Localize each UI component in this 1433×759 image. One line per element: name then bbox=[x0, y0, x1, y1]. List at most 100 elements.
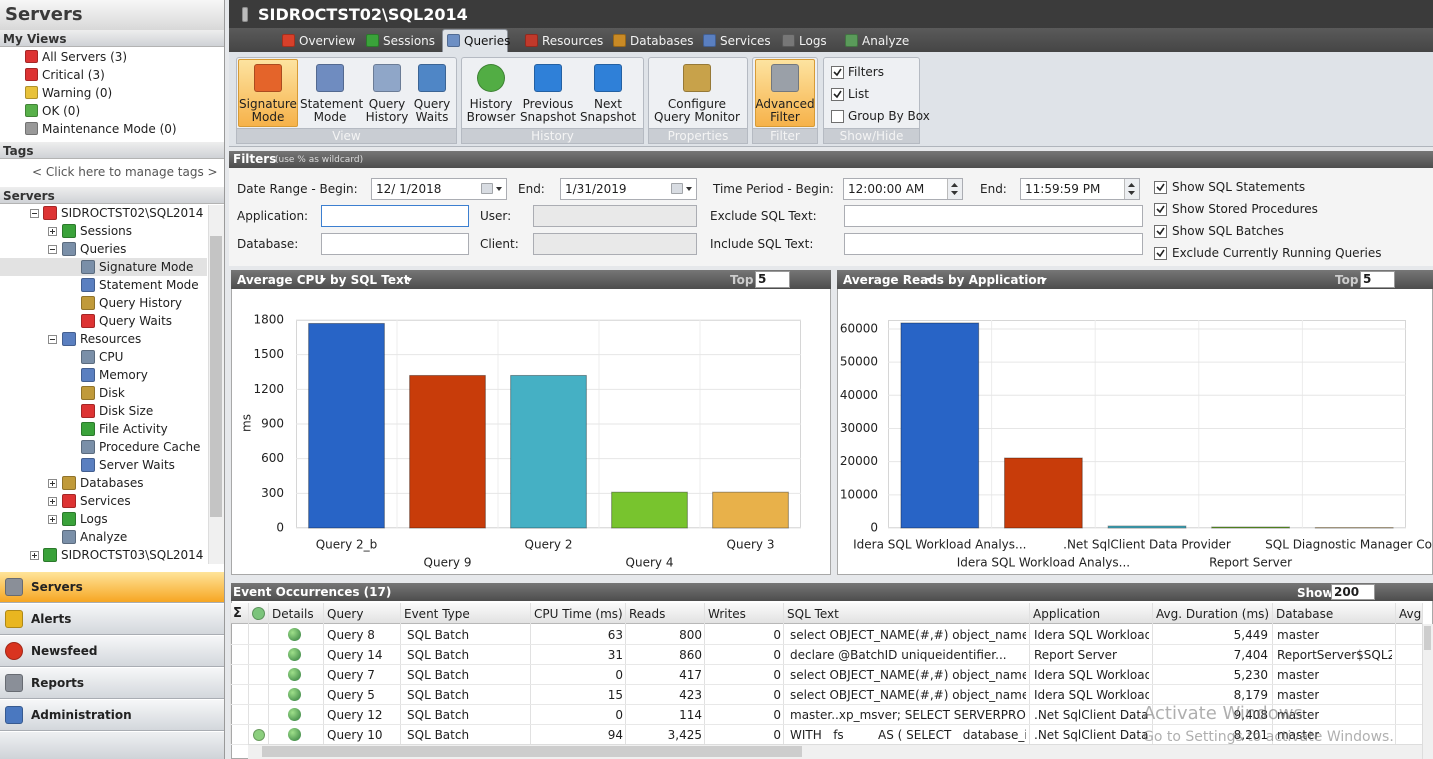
tree-item[interactable]: SIDROCTST03\SQL2014 bbox=[61, 548, 204, 562]
nav-button[interactable] bbox=[0, 668, 224, 699]
tree-item[interactable]: Analyze bbox=[80, 530, 128, 544]
column-header[interactable]: CPU Time (ms) bbox=[534, 607, 623, 621]
tree-item[interactable]: Logs bbox=[80, 512, 108, 526]
group-label: History bbox=[531, 129, 574, 143]
tree-item[interactable]: Memory bbox=[99, 368, 148, 382]
ribbon-button[interactable]: Configure Query Monitor bbox=[654, 97, 740, 124]
checkbox-label[interactable]: Group By Box bbox=[848, 109, 930, 123]
text-input[interactable] bbox=[321, 233, 469, 255]
ribbon-button[interactable]: Advanced Filter bbox=[755, 97, 815, 124]
tree-item[interactable]: Resources bbox=[80, 332, 142, 346]
tree-item[interactable]: SIDROCTST02\SQL2014 bbox=[61, 206, 204, 220]
tree-item[interactable]: Queries bbox=[80, 242, 127, 256]
view-item[interactable]: OK (0) bbox=[42, 104, 81, 118]
checkbox[interactable] bbox=[831, 88, 844, 101]
spinner[interactable] bbox=[947, 179, 962, 199]
table-row[interactable] bbox=[231, 665, 1422, 685]
column-header[interactable]: Writes bbox=[708, 607, 746, 621]
tree-item[interactable]: Databases bbox=[80, 476, 144, 490]
tab[interactable]: Analyze bbox=[862, 34, 910, 48]
text-input[interactable] bbox=[321, 205, 469, 227]
h-scroll-thumb[interactable] bbox=[262, 746, 802, 757]
option-label[interactable]: Show SQL Batches bbox=[1172, 224, 1284, 238]
column-header[interactable]: Application bbox=[1033, 607, 1101, 621]
view-item[interactable]: Critical (3) bbox=[42, 68, 105, 82]
tree-item[interactable]: Query Waits bbox=[99, 314, 173, 328]
table-row[interactable] bbox=[231, 685, 1422, 705]
ribbon-button[interactable]: Query History bbox=[365, 97, 409, 124]
spin-box[interactable] bbox=[1331, 584, 1375, 600]
option-label[interactable]: Exclude Currently Running Queries bbox=[1172, 246, 1382, 260]
chart-subtitle[interactable]: by Application bbox=[948, 273, 1046, 287]
tab[interactable]: Services bbox=[720, 34, 771, 48]
chart-title[interactable]: Average CPU bbox=[237, 273, 325, 287]
tab[interactable]: Overview bbox=[299, 34, 356, 48]
option-label[interactable]: Show SQL Statements bbox=[1172, 180, 1306, 194]
tab[interactable]: Logs bbox=[799, 34, 827, 48]
tree-item[interactable]: CPU bbox=[99, 350, 124, 364]
tree-item[interactable]: File Activity bbox=[99, 422, 168, 436]
column-header[interactable]: Event Type bbox=[404, 607, 470, 621]
ribbon-button[interactable]: Signature Mode bbox=[239, 97, 297, 124]
spinner[interactable] bbox=[1124, 179, 1139, 199]
table-row[interactable] bbox=[231, 625, 1422, 645]
tree-item[interactable]: Signature Mode bbox=[99, 260, 194, 274]
tree-item[interactable]: Services bbox=[80, 494, 131, 508]
table-row[interactable] bbox=[231, 645, 1422, 665]
column-header[interactable]: Database bbox=[1276, 607, 1334, 621]
tab[interactable]: Resources bbox=[542, 34, 604, 48]
nav-button[interactable] bbox=[0, 572, 224, 603]
tree-item[interactable]: Disk bbox=[99, 386, 125, 400]
spin-box[interactable] bbox=[1360, 271, 1395, 288]
nav-button[interactable] bbox=[0, 636, 224, 667]
ribbon-button[interactable]: Query Waits bbox=[413, 97, 451, 124]
nav-button[interactable] bbox=[0, 700, 224, 731]
tab[interactable]: Queries bbox=[464, 34, 511, 48]
checkbox[interactable] bbox=[1154, 225, 1167, 238]
text-input[interactable] bbox=[1020, 178, 1140, 200]
column-header[interactable]: Reads bbox=[629, 607, 666, 621]
checkbox[interactable] bbox=[1154, 203, 1167, 216]
checkbox-label[interactable]: List bbox=[848, 87, 869, 101]
option-label[interactable]: Show Stored Procedures bbox=[1172, 202, 1318, 216]
chart-subtitle[interactable]: by SQL Text bbox=[330, 273, 410, 287]
checkbox[interactable] bbox=[831, 110, 844, 123]
view-item[interactable]: Maintenance Mode (0) bbox=[42, 122, 177, 136]
text-input[interactable] bbox=[560, 178, 697, 200]
v-scroll-thumb[interactable] bbox=[1424, 626, 1431, 650]
text-input[interactable] bbox=[844, 233, 1143, 255]
scroll-thumb[interactable] bbox=[210, 236, 222, 517]
ribbon-button[interactable]: Statement Mode bbox=[300, 97, 364, 124]
view-item[interactable]: Warning (0) bbox=[42, 86, 113, 100]
checkbox-label[interactable]: Filters bbox=[848, 65, 884, 79]
chart-title[interactable]: Average Reads bbox=[843, 273, 944, 287]
tab[interactable]: Sessions bbox=[383, 34, 436, 48]
checkbox[interactable] bbox=[1154, 247, 1167, 260]
checkbox[interactable] bbox=[831, 66, 844, 79]
text-input[interactable] bbox=[844, 205, 1143, 227]
column-header[interactable]: Query bbox=[327, 607, 364, 621]
column-header[interactable]: Details bbox=[272, 607, 314, 621]
column-header[interactable]: Avg. Duration (ms) bbox=[1156, 607, 1270, 621]
tree-item[interactable]: Query History bbox=[99, 296, 182, 310]
spin-box[interactable] bbox=[755, 271, 790, 288]
ribbon-button[interactable]: Next Snapshot bbox=[579, 97, 637, 124]
tree-item[interactable]: Sessions bbox=[80, 224, 133, 238]
ribbon-button[interactable]: History Browser bbox=[466, 97, 516, 124]
tree-item[interactable]: Procedure Cache bbox=[99, 440, 201, 454]
tab[interactable]: Databases bbox=[630, 34, 694, 48]
checkbox[interactable] bbox=[1154, 181, 1167, 194]
tree-item[interactable]: Server Waits bbox=[99, 458, 175, 472]
text-input[interactable] bbox=[371, 178, 507, 200]
tags-hint[interactable]: < Click here to manage tags > bbox=[32, 165, 218, 179]
column-header[interactable]: SQL Text bbox=[787, 607, 839, 621]
nav-button[interactable] bbox=[0, 604, 224, 635]
column-header[interactable]: Σ bbox=[233, 606, 242, 621]
table-row[interactable] bbox=[231, 705, 1422, 725]
column-header[interactable]: Avg bbox=[1399, 607, 1422, 621]
ribbon-button[interactable]: Previous Snapshot bbox=[519, 97, 577, 124]
tree-item[interactable]: Disk Size bbox=[99, 404, 154, 418]
tree-item[interactable]: Statement Mode bbox=[99, 278, 199, 292]
view-item[interactable]: All Servers (3) bbox=[42, 50, 128, 64]
text-input[interactable] bbox=[843, 178, 963, 200]
